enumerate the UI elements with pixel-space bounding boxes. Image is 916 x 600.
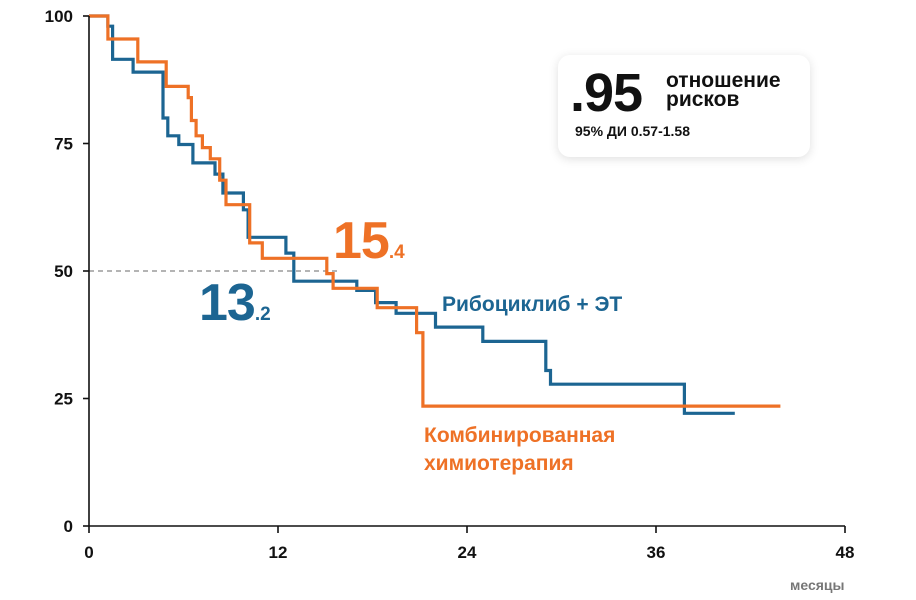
confidence-interval: 95% ДИ 0.57-1.58 [575,123,690,139]
median-chemo-major: 15 [333,212,390,270]
series-line-chemo [89,14,781,408]
median-chemo: 15.4 [333,215,405,267]
x-tick-label: 36 [647,543,666,562]
series-label-chemo: Комбинированная химиотерапия [424,424,616,475]
y-tick-label: 25 [54,390,73,409]
y-tick-label: 50 [54,262,73,281]
x-tick-label: 48 [836,543,855,562]
y-tick-label: 75 [54,135,73,154]
series-label-ribo: Рибоциклиб + ЭТ [442,293,623,316]
x-tick-label: 12 [269,543,288,562]
y-tick-label: 0 [64,517,73,536]
median-ribo-minor: .2 [254,304,271,325]
hazard-ratio-card: .95 отношение рисков 95% ДИ 0.57-1.58 [558,55,810,157]
hazard-ratio-label: отношение рисков [666,69,781,111]
median-ribo: 13.2 [199,277,271,329]
y-tick-label: 100 [45,7,73,26]
median-chemo-minor: .4 [388,242,405,263]
x-tick-label: 24 [458,543,477,562]
median-ribo-major: 13 [199,274,256,332]
x-axis-title: месяцы [790,577,845,593]
x-tick-label: 0 [84,543,93,562]
hazard-ratio-value: .95 [570,63,643,123]
